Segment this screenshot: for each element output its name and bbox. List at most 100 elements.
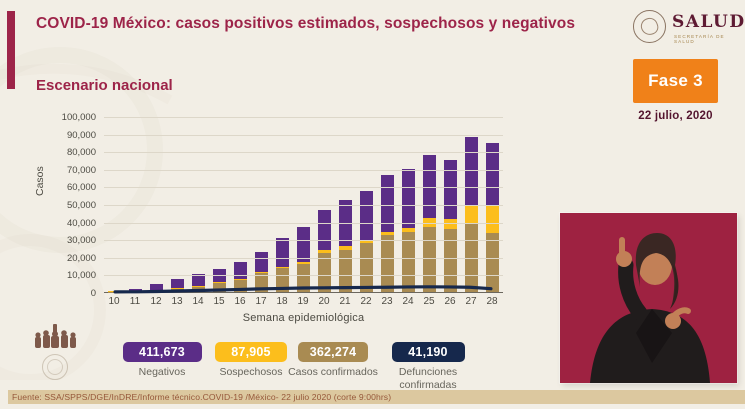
- gridline: [104, 222, 503, 224]
- x-tick-label: 20: [318, 296, 330, 307]
- gridline: [104, 275, 503, 277]
- x-tick-label: 22: [360, 296, 372, 307]
- page-subtitle: Escenario nacional: [36, 77, 173, 94]
- bar-week-16: [233, 261, 247, 292]
- segment-negativos: [128, 288, 142, 291]
- total-sospechosos: 87,905 Sospechosos: [203, 342, 299, 379]
- segment-negativos: [422, 155, 436, 219]
- interpreter-figure: [590, 233, 710, 383]
- segment-sospechosos: [443, 219, 457, 229]
- segment-negativos: [380, 175, 394, 232]
- segment-sospechosos: [485, 205, 499, 234]
- x-axis-title: Semana epidemiológica: [242, 312, 365, 324]
- gridline: [104, 187, 503, 189]
- total-defunciones-label: Defunciones confirmadas: [398, 366, 458, 392]
- segment-sospechosos: [401, 228, 415, 233]
- segment-sospechosos: [149, 289, 163, 291]
- segment-negativos: [233, 261, 247, 279]
- y-tick-label: 80,000: [66, 147, 96, 159]
- segment-sospechosos: [233, 278, 247, 281]
- y-tick-label: 0: [90, 288, 96, 299]
- y-tick-label: 20,000: [66, 252, 96, 264]
- y-tick-label: 10,000: [66, 270, 96, 282]
- segment-negativos: [401, 169, 415, 229]
- source-footer: Fuente: SSA/SPPS/DGE/InDRE/Informe técni…: [8, 390, 745, 404]
- total-defunciones: 41,190 Defunciones confirmadas: [380, 342, 476, 392]
- bar-week-21: [338, 200, 352, 292]
- segment-sospechosos: [296, 261, 310, 264]
- segment-sospechosos: [191, 285, 205, 287]
- segment-sospechosos: [359, 240, 373, 244]
- x-tick-label: 12: [150, 296, 162, 307]
- segment-sospechosos: [275, 266, 289, 269]
- government-seal-icon: [42, 354, 68, 380]
- bar-week-28: [485, 143, 499, 292]
- gridline: [104, 240, 503, 242]
- segment-casos-confirmados: [233, 280, 247, 292]
- x-tick-label: 11: [129, 296, 141, 307]
- eagle-emblem-icon: [633, 10, 666, 43]
- sign-language-interpreter-panel: [560, 213, 737, 383]
- segment-casos-confirmados: [485, 233, 499, 292]
- segment-sospechosos: [254, 271, 268, 273]
- segment-negativos: [485, 143, 499, 206]
- total-confirmados-value: 362,274: [298, 342, 368, 362]
- x-tick-label: 27: [465, 296, 477, 307]
- total-negativos-value: 411,673: [122, 342, 202, 362]
- x-tick-label: 26: [444, 296, 456, 307]
- y-tick-label: 50,000: [66, 200, 96, 211]
- salud-logo: SALUD SECRETARÍA DE SALUD: [630, 8, 745, 46]
- x-tick-label: 16: [234, 296, 246, 307]
- report-date: 22 julio, 2020: [638, 110, 713, 122]
- total-confirmados: 362,274 Casos confirmados: [285, 342, 381, 379]
- y-tick-label: 40,000: [66, 217, 96, 229]
- x-tick-label: 23: [381, 296, 393, 307]
- bar-week-18: [275, 238, 289, 292]
- y-tick-label: 100,000: [61, 112, 96, 123]
- bar-week-23: [380, 175, 394, 292]
- segment-casos-confirmados: [401, 232, 415, 292]
- segment-sospechosos: [464, 206, 478, 224]
- gridline: [104, 169, 503, 171]
- x-tick-label: 17: [255, 296, 267, 307]
- segment-casos-confirmados: [338, 249, 352, 292]
- segment-casos-confirmados: [296, 263, 310, 292]
- salud-wordmark: SALUD: [672, 12, 745, 32]
- x-tick-label: 21: [339, 296, 351, 307]
- segment-negativos: [359, 191, 373, 241]
- segment-negativos: [464, 136, 478, 207]
- segment-negativos: [296, 227, 310, 262]
- total-negativos: 411,673 Negativos: [114, 342, 210, 379]
- x-tick-label: 19: [297, 296, 309, 307]
- x-tick-label: 13: [171, 296, 183, 307]
- x-tick-label: 25: [423, 296, 435, 307]
- x-tick-label: 28: [486, 296, 498, 307]
- y-axis-ticks: 0 10,000 20,000 30,000 40,000 50,000 60,000 70,…: [30, 112, 100, 299]
- bar-week-24: [401, 169, 415, 292]
- total-sospechosos-value: 87,905: [215, 342, 287, 362]
- total-sospechosos-label: Sospechosos: [219, 366, 283, 378]
- segment-sospechosos: [317, 250, 331, 253]
- gridline: [104, 205, 503, 206]
- x-axis-ticks: 10 11 12 13 14 15 16 17 18 19 20 21 22 23 24 25 26 27 28: [104, 296, 503, 310]
- x-tick-label: 14: [192, 296, 204, 307]
- segment-negativos: [149, 284, 163, 290]
- heroes-logo: [35, 324, 76, 348]
- y-tick-label: 90,000: [66, 129, 96, 141]
- gridline: [104, 152, 503, 154]
- x-tick-label: 24: [402, 296, 414, 307]
- chart-plot-area: [104, 117, 503, 294]
- y-tick-label: 70,000: [66, 164, 96, 176]
- segment-casos-confirmados: [380, 234, 394, 292]
- gridline: [104, 117, 503, 118]
- total-defunciones-value: 41,190: [391, 342, 465, 362]
- bar-week-19: [296, 227, 310, 292]
- gridline: [104, 134, 503, 136]
- segment-casos-confirmados: [212, 283, 226, 292]
- segment-casos-confirmados: [275, 268, 289, 292]
- phase-badge: Fase 3: [633, 59, 718, 103]
- y-tick-label: 60,000: [66, 182, 96, 194]
- segment-negativos: [443, 160, 457, 220]
- total-confirmados-label: Casos confirmados: [288, 366, 378, 378]
